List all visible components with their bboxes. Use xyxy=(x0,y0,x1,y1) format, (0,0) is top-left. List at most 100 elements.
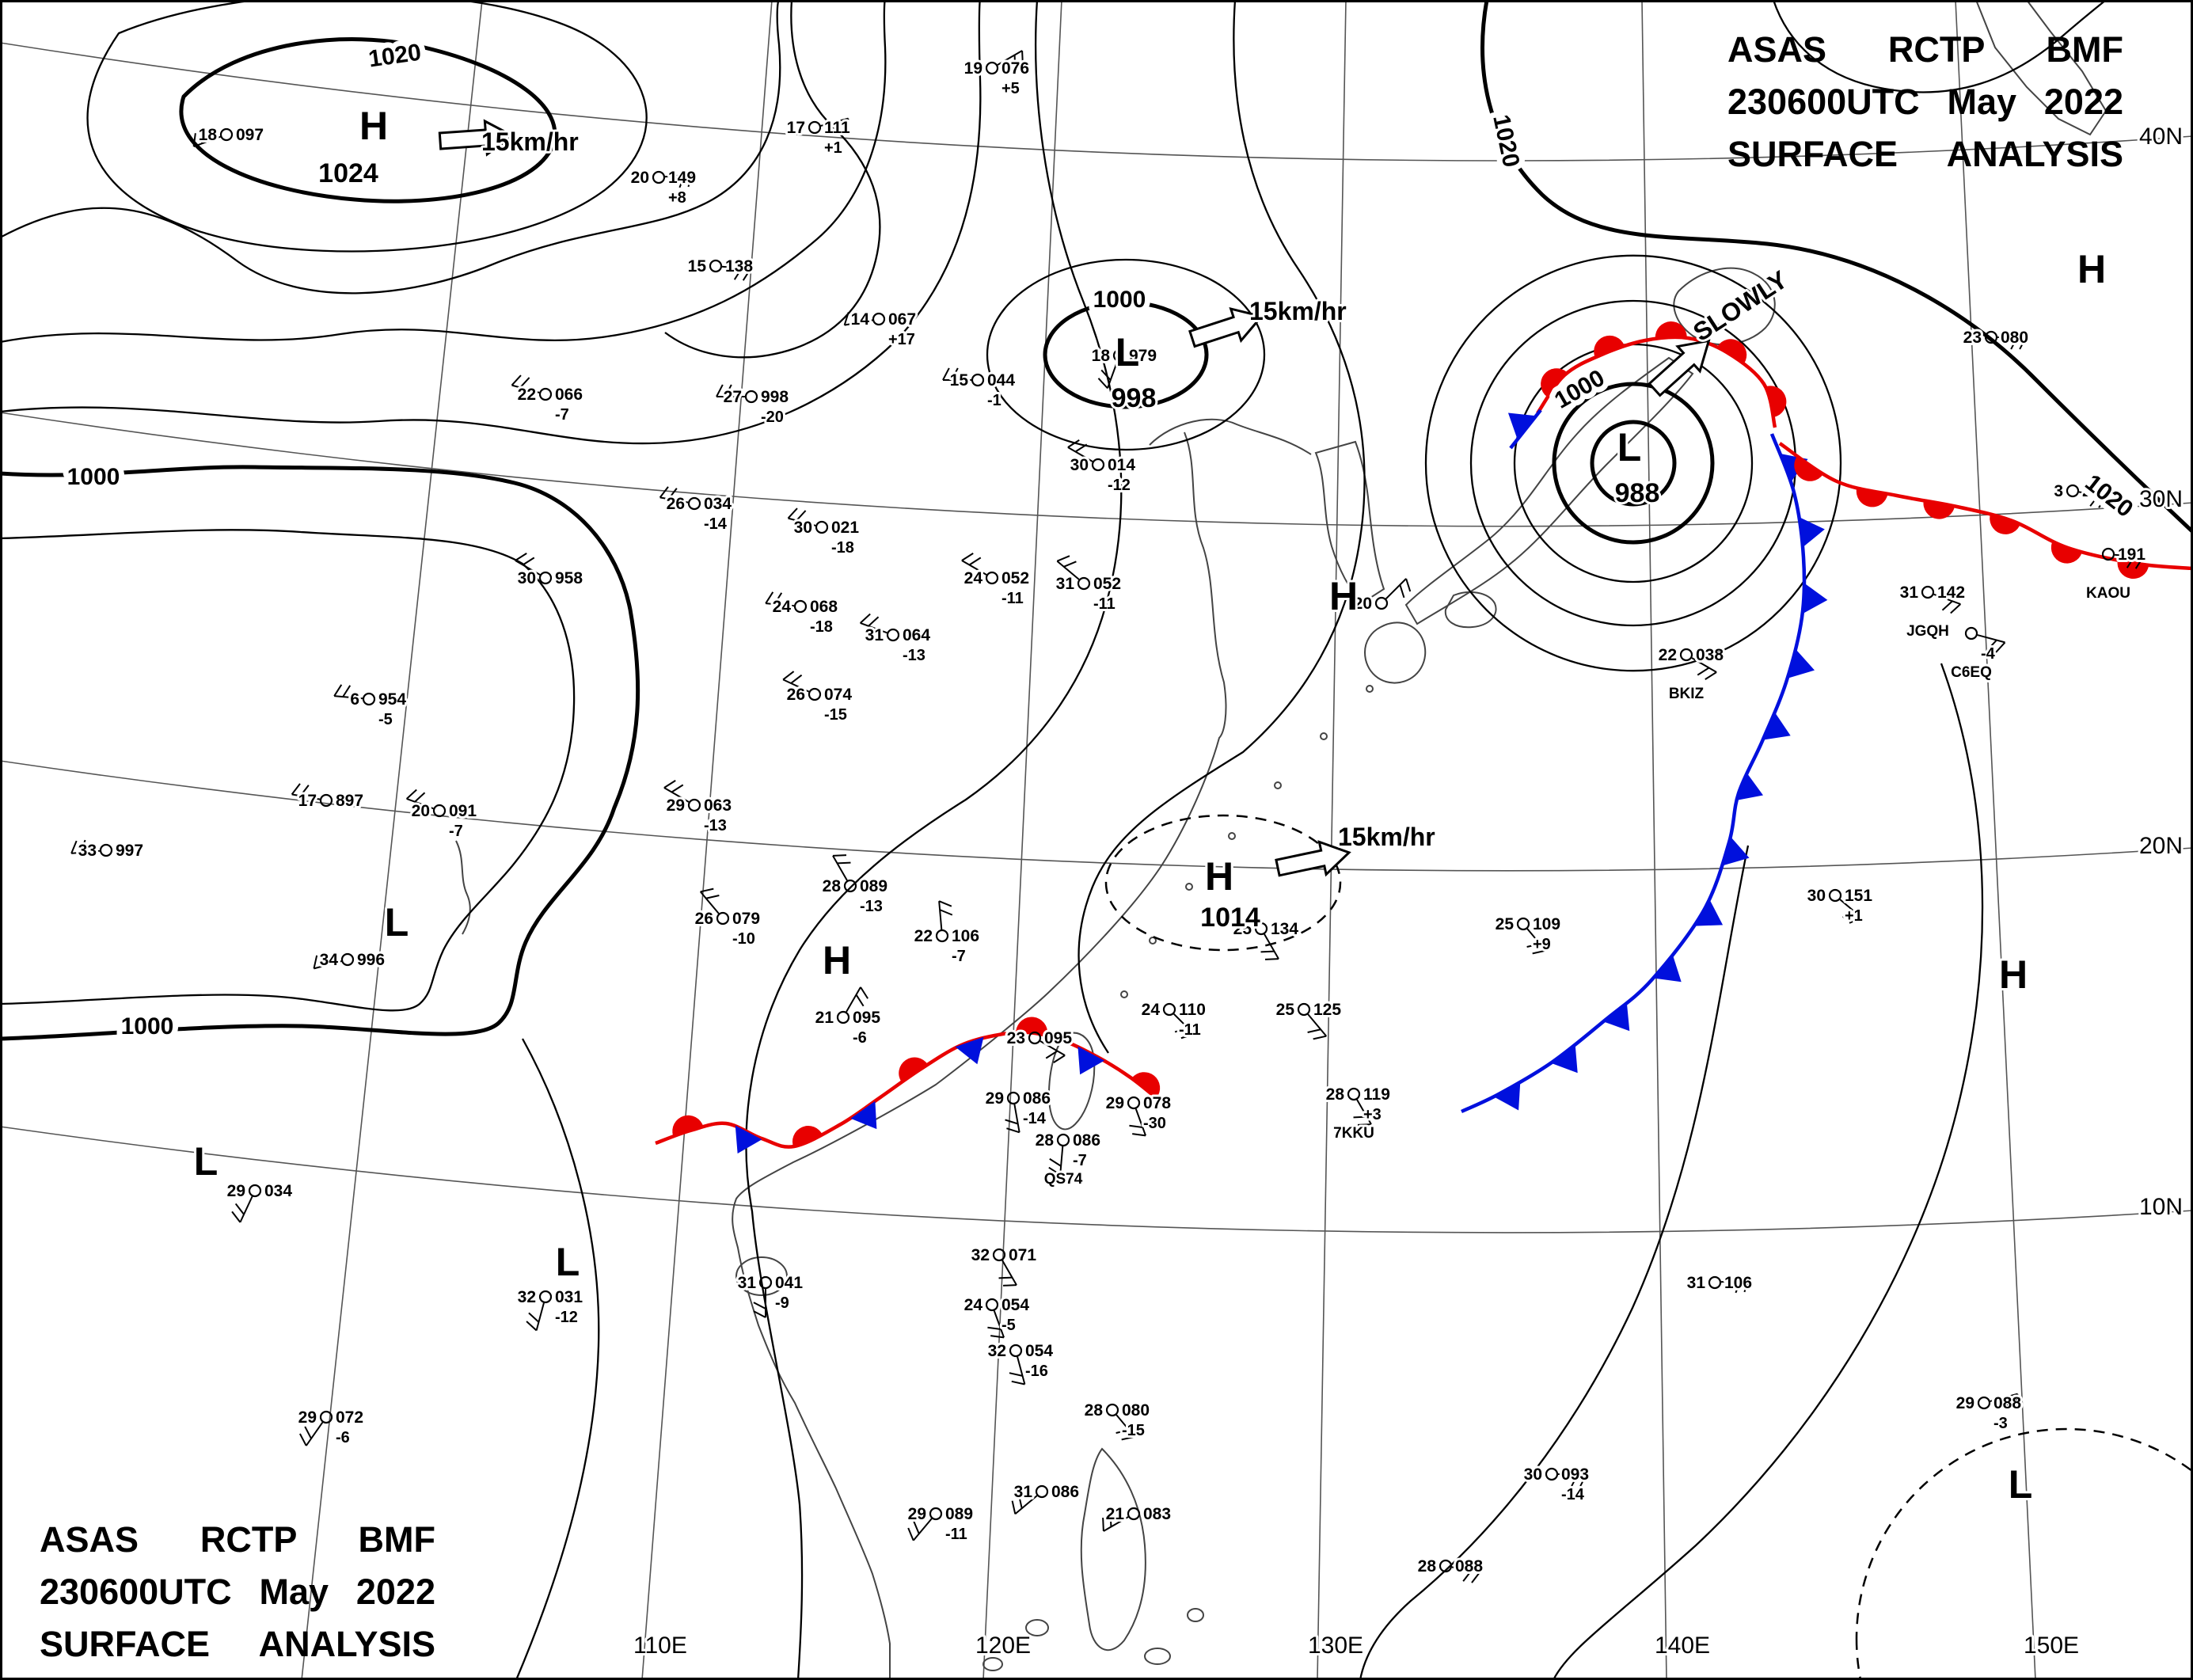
station-temp: 30 xyxy=(518,569,536,587)
isobar xyxy=(1424,254,1842,672)
station-pressure: 996 xyxy=(357,951,385,969)
station-temp: 29 xyxy=(1106,1094,1124,1112)
station-tendency: -13 xyxy=(860,898,883,915)
station-circle xyxy=(1977,1396,1991,1410)
station-tendency: -5 xyxy=(378,711,393,728)
lat-label: 40N xyxy=(2139,124,2183,150)
wind-barb xyxy=(1691,657,1717,673)
wind-barb xyxy=(1107,361,1119,389)
isobar xyxy=(86,0,648,253)
title-line-product: ASAS RCTP BMF xyxy=(1727,29,2123,70)
cold-front-triangle xyxy=(1803,583,1828,614)
wind-barb xyxy=(305,1421,324,1446)
wind-barb-tick xyxy=(961,553,974,561)
station-id: 7KKU xyxy=(1333,1125,1374,1142)
title-line-type: SURFACE ANALYSIS xyxy=(1727,134,2123,174)
island-dot xyxy=(1274,781,1282,789)
station-pressure: 997 xyxy=(116,842,143,860)
station-id: KAOU xyxy=(2086,585,2130,602)
wind-barb-tick xyxy=(667,488,678,500)
wind-barb-tick xyxy=(1353,1116,1367,1119)
island-dot xyxy=(1366,685,1374,693)
station-pressure: 125 xyxy=(1313,1001,1341,1019)
wind-barb-tick xyxy=(907,1527,914,1541)
station-tendency: +17 xyxy=(888,331,915,348)
station-circle xyxy=(99,843,113,857)
cold-front-triangle xyxy=(1493,1082,1521,1111)
wind-barb xyxy=(291,793,321,800)
wind-barb xyxy=(832,855,848,881)
station-circle xyxy=(1254,922,1268,936)
station-pressure: 151 xyxy=(1845,887,1872,905)
low-symbol: L xyxy=(556,1240,580,1284)
station-tendency: -6 xyxy=(853,1029,867,1047)
station-circle xyxy=(1679,648,1693,662)
warm-front-semicircle xyxy=(1016,1017,1048,1035)
station-circle xyxy=(319,1410,333,1424)
wind-barb xyxy=(193,135,221,147)
wind-barb-tick xyxy=(1100,369,1112,381)
station-temp: 30 xyxy=(1070,456,1089,474)
station-pressure: 071 xyxy=(1009,1246,1036,1264)
arrow-icon xyxy=(1188,307,1264,348)
wind-barb-tick xyxy=(231,1211,241,1223)
station-temp: 23 xyxy=(1007,1029,1025,1047)
station-temp: 28 xyxy=(1036,1131,1055,1150)
station-circle xyxy=(992,1248,1006,1262)
station-pressure: 111 xyxy=(824,119,850,137)
station-plot: 32 054 -16 xyxy=(986,1340,1055,1385)
front-line-warm-front-over-low xyxy=(1536,335,1777,428)
pressure-value: 1014 xyxy=(1200,903,1260,933)
wind-barb xyxy=(1013,1104,1020,1133)
station-temp: 30 xyxy=(794,519,812,537)
station-plot: 22 066 -7 xyxy=(511,374,585,426)
station-circle xyxy=(1035,1484,1049,1499)
station-plot: 26 079 -10 xyxy=(693,888,762,950)
station-circle xyxy=(340,952,355,967)
station-plot: 30 151 +1 xyxy=(1805,884,1876,927)
station-plot: 26 074 -15 xyxy=(782,671,854,726)
station-circle xyxy=(687,798,701,812)
wind-barb-tick xyxy=(2013,1393,2019,1408)
station-circle xyxy=(716,911,730,926)
station-pressure: 106 xyxy=(1724,1274,1752,1292)
wind-barb-tick xyxy=(705,895,720,899)
station-plot: 24 052 -11 xyxy=(961,553,1032,610)
station-plot: 6 954 -5 xyxy=(333,684,409,731)
station-plot: 14 067 +17 xyxy=(843,308,918,351)
wind-barb xyxy=(1451,1566,1480,1573)
cold-front-triangle xyxy=(955,1036,984,1065)
station-pressure: 109 xyxy=(1533,915,1560,933)
wind-barb-tick xyxy=(1357,1123,1372,1126)
station-circle xyxy=(2066,484,2080,498)
warm-front-semicircle xyxy=(2117,560,2149,580)
station-temp: 30 xyxy=(1807,887,1826,905)
station-temp: 6 xyxy=(350,690,359,709)
station-temp: 31 xyxy=(865,626,884,644)
station-circle xyxy=(808,120,822,135)
wind-barb-tick xyxy=(2126,556,2135,568)
island xyxy=(1187,1608,1204,1622)
station-tendency: -10 xyxy=(732,930,755,948)
station-temp: 31 xyxy=(1900,583,1919,602)
station-pressure: 191 xyxy=(2118,545,2145,564)
title-line-type: SURFACE ANALYSIS xyxy=(40,1624,435,1664)
motion-label: 15km/hr xyxy=(481,127,579,156)
wind-barb-tick xyxy=(844,118,849,132)
wind-barb xyxy=(1356,1099,1372,1125)
wind-barb-tick xyxy=(773,592,783,605)
station-pressure: 080 xyxy=(1122,1401,1150,1420)
wind-barb-tick xyxy=(342,685,352,697)
coastline-path xyxy=(1149,418,1312,455)
station-pressure: 034 xyxy=(704,495,732,513)
wind-barb-tick xyxy=(716,384,724,397)
wind-barb xyxy=(663,787,690,803)
station-pressure: 086 xyxy=(1051,1483,1079,1501)
station-pressure: 088 xyxy=(1993,1394,2021,1412)
wind-barb-tick xyxy=(299,1433,307,1446)
station-tendency: -9 xyxy=(775,1294,789,1312)
station-pressure: 897 xyxy=(336,792,363,810)
station-temp: 34 xyxy=(320,951,339,969)
